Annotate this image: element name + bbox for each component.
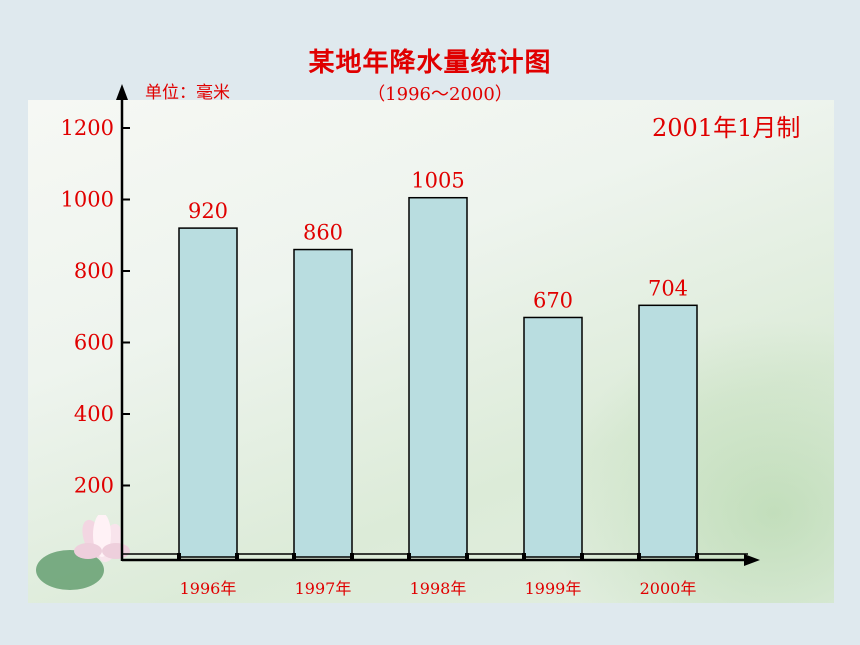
- x-tick: [350, 553, 354, 561]
- y-tick-label: 1000: [61, 188, 114, 212]
- x-tick-label: 1998年: [410, 579, 467, 598]
- x-tick-label: 1997年: [295, 579, 352, 598]
- x-tick: [580, 553, 584, 561]
- y-axis-unit-label: 单位：毫米: [145, 83, 230, 103]
- data-label: 670: [533, 288, 573, 312]
- data-label: 920: [188, 199, 228, 223]
- bar: [293, 248, 353, 558]
- data-label: 860: [303, 221, 343, 245]
- data-label: 1005: [411, 169, 464, 193]
- chart-subtitle: （1996～2000）: [367, 84, 513, 105]
- bar: [178, 227, 238, 558]
- x-tick: [292, 553, 296, 561]
- x-tick-label: 2000年: [640, 579, 697, 598]
- y-tick-label: 200: [74, 474, 114, 498]
- x-tick: [465, 553, 469, 561]
- x-tick: [235, 553, 239, 561]
- chart-title: 某地年降水量统计图: [308, 48, 552, 78]
- x-tick: [522, 553, 526, 561]
- x-tick-label: 1999年: [525, 579, 582, 598]
- bar: [638, 304, 698, 558]
- y-tick-label: 800: [74, 259, 114, 283]
- y-tick-label: 1200: [61, 116, 114, 140]
- x-axis-arrow: [744, 554, 760, 566]
- x-tick-label: 1996年: [180, 579, 237, 598]
- y-axis-arrow: [116, 84, 128, 100]
- y-tick-label: 600: [74, 331, 114, 355]
- x-tick: [407, 553, 411, 561]
- data-label: 704: [648, 276, 688, 300]
- x-tick: [637, 553, 641, 561]
- x-tick: [177, 553, 181, 561]
- y-tick-label: 400: [74, 402, 114, 426]
- bar: [523, 316, 583, 558]
- x-tick: [695, 553, 699, 561]
- bar: [408, 196, 468, 558]
- made-date-label: 2001年1月制: [652, 114, 801, 142]
